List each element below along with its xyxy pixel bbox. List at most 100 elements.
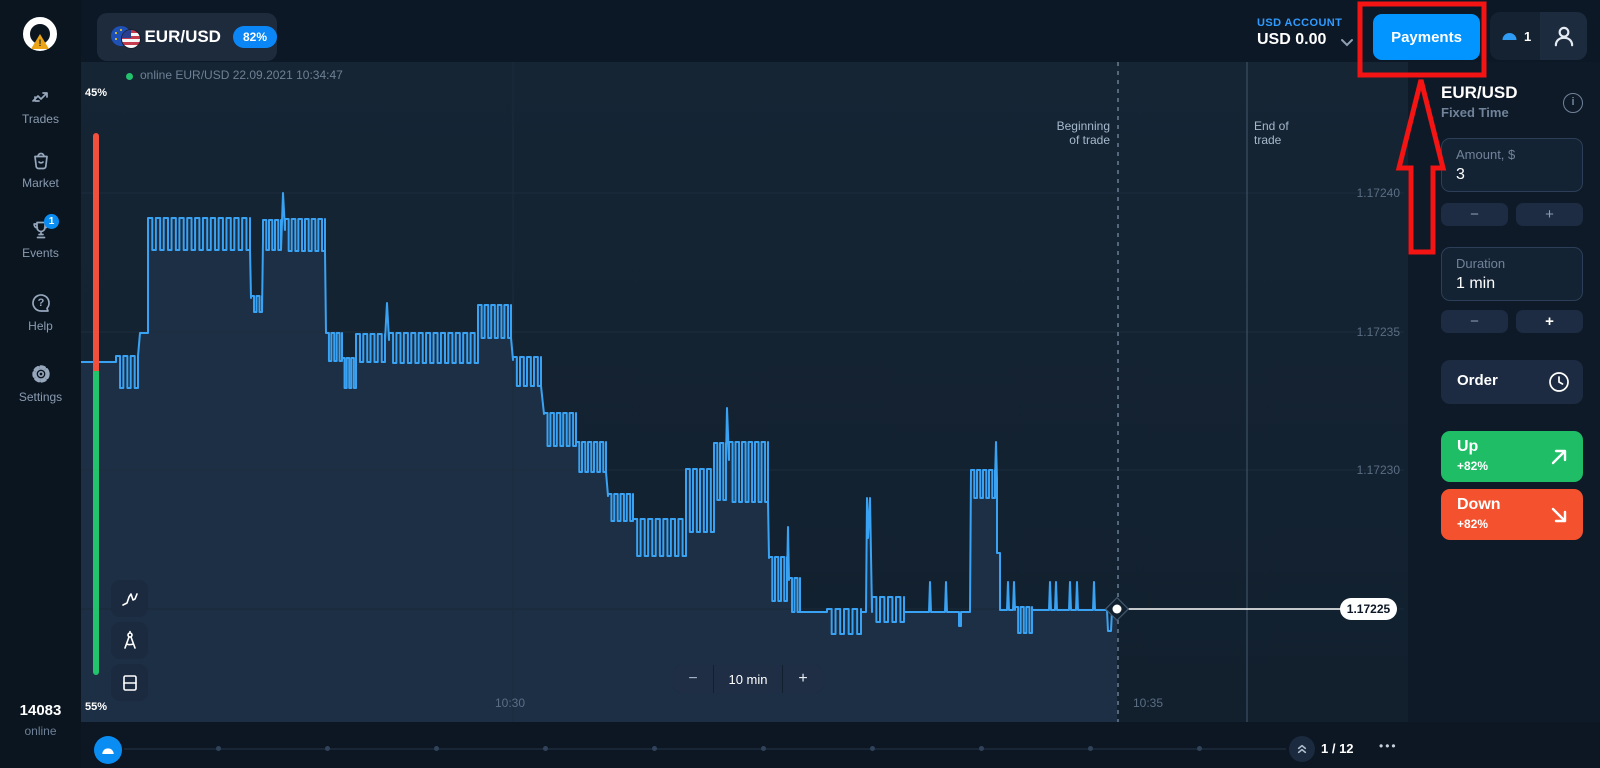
drawing-tools-icon [123,630,136,649]
chart-type-icon [121,592,138,606]
price-tick: 1.17235 [1356,325,1400,339]
sidebar-item-events[interactable]: 1 Events [0,214,81,260]
chart-area[interactable] [81,62,1408,722]
drawing-tools-button[interactable] [111,622,148,659]
timeframe-value[interactable]: 10 min [714,665,782,693]
svg-text:?: ? [37,297,44,309]
online-status-icon [126,73,133,80]
sidebar-item-label: Market [22,176,59,190]
more-menu-button[interactable]: ••• [1379,739,1398,753]
sidebar-item-label: Help [28,319,53,333]
split-view-icon [122,674,137,691]
time-tick: 10:35 [1132,696,1164,710]
panel-subtitle: Fixed Time [1441,105,1509,120]
active-layout-button[interactable] [94,736,122,764]
sidebar-item-market[interactable]: Market [0,148,81,190]
status-line: online EUR/USD 22.09.2021 10:34:47 [140,68,343,82]
down-label: Down [1457,496,1501,513]
amount-field[interactable]: Amount, $ 3 [1441,138,1583,192]
layout-dot[interactable] [1088,746,1093,751]
duration-value: 1 min [1456,275,1496,292]
layout-dot[interactable] [870,746,875,751]
sidebar-item-settings[interactable]: Settings [0,362,81,404]
up-label: Up [1457,438,1479,455]
timeframe-minus-button[interactable]: − [673,665,713,693]
duration-label: Duration [1456,256,1506,271]
layout-dot[interactable] [325,746,330,751]
order-clock-icon [1549,372,1569,392]
sidebar-item-label: Trades [22,112,59,126]
sentiment-down-pct: 55% [85,701,108,713]
chart-type-button[interactable] [111,580,148,617]
profile-button[interactable] [1540,12,1587,60]
payments-button[interactable]: Payments [1373,14,1480,60]
sentiment-bar-down [93,133,99,371]
duration-plus-button[interactable]: + [1516,310,1583,333]
layouts-track [124,748,1286,750]
layouts-pagination: 1 / 12 [1321,741,1354,756]
events-badge: 1 [44,214,59,229]
online-count: 14083 [19,702,62,719]
parachute-icon [102,747,114,754]
up-button[interactable]: Up +82% [1441,431,1583,482]
bottom-bar: 1 / 12 ••• [81,722,1600,768]
layout-dot[interactable] [434,746,439,751]
layout-dot[interactable] [216,746,221,751]
duration-minus-button[interactable]: − [1441,310,1508,333]
end-of-trade-label: End of trade [1254,119,1289,147]
duration-field[interactable]: Duration 1 min [1441,247,1583,301]
beginning-of-trade-label: Beginning of trade [1056,119,1110,147]
price-tick: 1.17230 [1356,463,1400,477]
layout-dot[interactable] [761,746,766,751]
current-price-tag: 1.17225 [1340,598,1397,620]
amount-value: 3 [1456,166,1465,183]
layout-dot[interactable] [1197,746,1202,751]
layout-dot[interactable] [543,746,548,751]
sidebar-item-help[interactable]: ? Help [0,291,81,333]
price-tick: 1.17240 [1356,186,1400,200]
timeframe-plus-button[interactable]: + [783,665,823,693]
trade-panel: EUR/USD Fixed Time i Amount, $ 3 − + Dur… [1408,62,1600,722]
sidebar-item-label: Settings [18,390,63,404]
panel-pair-title: EUR/USD [1441,83,1518,102]
account-type-label: USD ACCOUNT [1257,17,1343,29]
amount-minus-button[interactable]: − [1441,203,1508,226]
account-balance: USD 0.00 [1257,31,1327,48]
account-chevron-icon[interactable] [1340,38,1354,48]
layout-dot[interactable] [979,746,984,751]
payout-badge: 82% [232,26,277,48]
time-tick: 10:30 [494,696,526,710]
pair-flags [111,25,142,49]
up-payout: +82% [1457,459,1489,473]
account-selector[interactable]: USD ACCOUNT USD 0.00 [1257,17,1342,49]
sentiment-bar-up [93,371,99,675]
order-label: Order [1457,372,1498,389]
us-flag-icon [121,29,141,49]
down-payout: +82% [1457,517,1489,531]
split-view-button[interactable] [111,664,148,701]
promo-icon [1502,33,1517,40]
profile-icon [1554,26,1573,47]
amount-plus-button[interactable]: + [1516,203,1583,226]
info-icon[interactable]: i [1563,93,1583,113]
order-button[interactable]: Order [1441,360,1583,404]
sidebar-item-label: Events [22,246,59,260]
pair-name: EUR/USD [144,27,221,46]
notifications-button[interactable]: 1 [1490,12,1540,60]
online-label: online [24,724,57,738]
market-icon [33,152,48,170]
layout-dot[interactable] [652,746,657,751]
timeframe-control: − 10 min + [673,665,823,693]
settings-icon [31,365,50,383]
amount-label: Amount, $ [1456,147,1516,162]
trades-icon [31,92,48,102]
layouts-expand-button[interactable] [1289,736,1315,762]
layouts-icon [1297,744,1307,754]
logo[interactable]: ! [23,17,59,53]
sidebar: ! Trades Market 1 Events ? Help Settings… [0,0,81,768]
sidebar-item-trades[interactable]: Trades [0,84,81,126]
down-button[interactable]: Down +82% [1441,489,1583,540]
down-arrow-icon [1551,507,1567,523]
pair-selector[interactable]: EUR/USD 82% [97,13,277,61]
